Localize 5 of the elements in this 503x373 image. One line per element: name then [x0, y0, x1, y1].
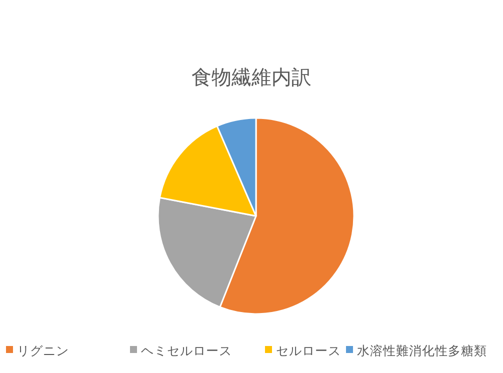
- legend-label: リグニン: [17, 343, 69, 358]
- legend-label: ヘミセルロース: [141, 343, 232, 358]
- legend-label: 水溶性難消化性多糖類: [357, 343, 487, 358]
- legend-label: セルロース: [276, 343, 341, 358]
- chart-title: 食物繊維内訳: [192, 65, 312, 89]
